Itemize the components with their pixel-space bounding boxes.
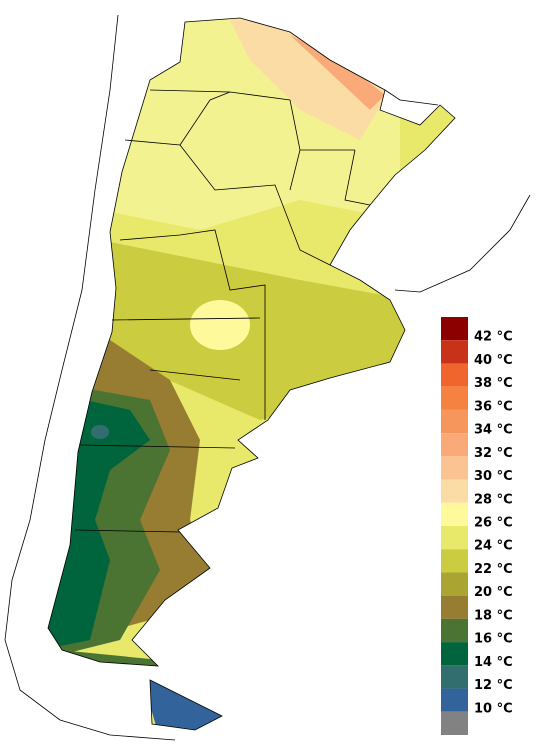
border-line bbox=[384, 89, 531, 293]
legend-label: 22 °C bbox=[474, 562, 513, 577]
legend-label: 40 °C bbox=[474, 353, 513, 368]
legend-swatch bbox=[441, 456, 468, 480]
legend-swatch bbox=[441, 363, 468, 387]
legend-label: 36 °C bbox=[474, 399, 513, 414]
province-borders bbox=[47, 17, 456, 731]
legend-swatch bbox=[441, 595, 468, 619]
legend-label: 10 °C bbox=[474, 701, 513, 716]
legend-label: 26 °C bbox=[474, 516, 513, 531]
legend-swatch bbox=[441, 549, 468, 573]
coast-line bbox=[4, 14, 176, 741]
legend-swatch bbox=[441, 642, 468, 666]
legend-swatch bbox=[441, 618, 468, 643]
legend-label: 42 °C bbox=[474, 330, 513, 345]
legend-label: 18 °C bbox=[474, 608, 513, 623]
legend-label: 20 °C bbox=[474, 585, 513, 600]
legend-swatch bbox=[441, 572, 468, 596]
legend-swatch bbox=[441, 711, 468, 735]
legend: 42 °C 40 °C 38 °C 36 °C 34 °C 32 °C 30 °C 28 °C… bbox=[441, 317, 513, 735]
legend-swatch bbox=[441, 665, 468, 689]
legend-swatch bbox=[441, 409, 468, 434]
legend-label: 38 °C bbox=[474, 376, 513, 391]
legend-swatch bbox=[441, 502, 468, 526]
legend-label: 32 °C bbox=[474, 446, 513, 461]
legend-label: 30 °C bbox=[474, 469, 513, 484]
legend-label: 14 °C bbox=[474, 655, 513, 670]
legend-swatch bbox=[441, 433, 468, 457]
legend-label: 12 °C bbox=[474, 678, 513, 693]
legend-label: 24 °C bbox=[474, 539, 513, 554]
legend-label: 16 °C bbox=[474, 632, 513, 647]
legend-swatch bbox=[441, 386, 468, 410]
legend-swatch bbox=[441, 340, 468, 364]
legend-label: 34 °C bbox=[474, 423, 513, 438]
legend-swatch bbox=[441, 479, 468, 503]
legend-swatch bbox=[441, 317, 468, 341]
legend-swatch bbox=[441, 688, 468, 712]
legend-label: 28 °C bbox=[474, 492, 513, 507]
legend-swatch bbox=[441, 526, 468, 550]
